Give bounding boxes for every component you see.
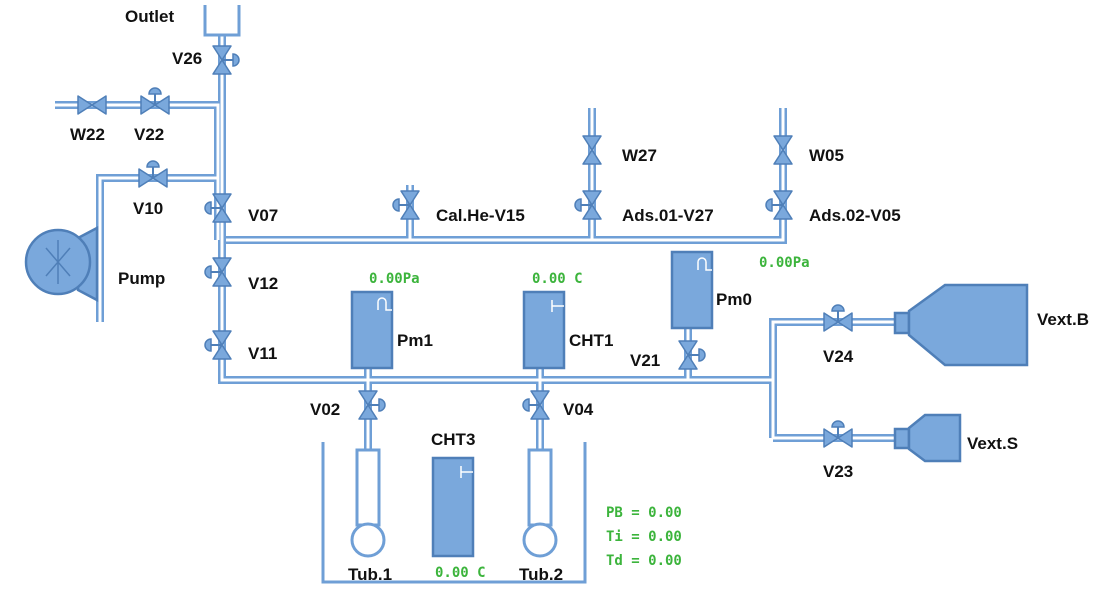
v10-valve-icon[interactable] <box>138 160 168 188</box>
v26-label: V26 <box>172 49 202 68</box>
v05-label: Ads.02-V05 <box>809 206 901 225</box>
outlet-label: Outlet <box>125 7 174 26</box>
v02-label: V02 <box>310 400 340 419</box>
pm0-reading: 0.00Pa <box>759 255 810 271</box>
v26-valve-icon[interactable] <box>212 45 240 75</box>
v27-label: Ads.01-V27 <box>622 206 714 225</box>
pb-reading: PB = 0.00 <box>606 505 682 521</box>
tub1-label: Tub.1 <box>348 565 392 584</box>
pipe <box>769 318 895 438</box>
w05-label: W05 <box>809 146 844 165</box>
w27-valve-icon[interactable] <box>582 135 602 165</box>
valves <box>77 45 853 448</box>
v23-label: V23 <box>823 462 853 481</box>
vext-b-vessel[interactable] <box>893 283 1029 367</box>
v12-label: V12 <box>248 274 278 293</box>
v22-label: V22 <box>134 125 164 144</box>
cht1-thermometer[interactable] <box>522 290 566 370</box>
cht1-label: CHT1 <box>569 331 613 350</box>
v04-valve-icon[interactable] <box>522 390 550 420</box>
pipe-bore <box>771 320 895 438</box>
v04-label: V04 <box>563 400 594 419</box>
pipe-bore <box>220 35 773 382</box>
v11-label: V11 <box>248 344 277 363</box>
vext-s-vessel[interactable] <box>893 413 962 463</box>
v05-valve-icon[interactable] <box>765 190 793 220</box>
pm1-reading: 0.00Pa <box>369 271 420 287</box>
v21-valve-icon[interactable] <box>678 340 706 370</box>
w27-label: W27 <box>622 146 657 165</box>
v23-valve-icon[interactable] <box>823 420 853 448</box>
bath-vessel <box>321 442 587 584</box>
v27-valve-icon[interactable] <box>574 190 602 220</box>
w22-valve-icon[interactable] <box>77 95 107 115</box>
cht3-reading: 0.00 C <box>435 565 486 581</box>
v15-label: Cal.He-V15 <box>436 206 525 225</box>
pump-icon[interactable] <box>24 225 99 303</box>
v12-valve-icon[interactable] <box>204 257 232 287</box>
tube-2[interactable] <box>522 448 558 558</box>
outlet-funnel <box>203 5 241 37</box>
vext-s-label: Vext.S <box>967 434 1018 453</box>
v11-valve-icon[interactable] <box>204 330 232 360</box>
v24-valve-icon[interactable] <box>823 304 853 332</box>
ti-reading: Ti = 0.00 <box>606 529 682 545</box>
cht3-thermometer[interactable] <box>431 456 475 558</box>
tube-1[interactable] <box>350 448 386 558</box>
labels: Outlet V26 W22 V22 V10 V07 Pump V12 V11 … <box>70 7 1089 584</box>
vext-b-label: Vext.B <box>1037 310 1089 329</box>
pump-label: Pump <box>118 269 165 288</box>
v15-valve-icon[interactable] <box>392 190 420 220</box>
pm0-gauge[interactable] <box>670 250 714 330</box>
v10-label: V10 <box>133 199 163 218</box>
td-reading: Td = 0.00 <box>606 553 682 569</box>
v02-valve-icon[interactable] <box>358 390 386 420</box>
v07-label: V07 <box>248 206 278 225</box>
v24-label: V24 <box>823 347 854 366</box>
v21-label: V21 <box>630 351 660 370</box>
v07-valve-icon[interactable] <box>204 193 232 223</box>
tub2-label: Tub.2 <box>519 565 563 584</box>
cht1-reading: 0.00 C <box>532 271 583 287</box>
pm1-gauge[interactable] <box>350 290 394 370</box>
pipe-network <box>55 35 895 450</box>
pipe-bore <box>98 176 218 322</box>
v22-valve-icon[interactable] <box>140 87 170 115</box>
w22-label: W22 <box>70 125 105 144</box>
pm1-label: Pm1 <box>397 331 433 350</box>
pm0-label: Pm0 <box>716 290 752 309</box>
equipment <box>24 5 1029 584</box>
w05-valve-icon[interactable] <box>773 135 793 165</box>
cht3-label: CHT3 <box>431 430 475 449</box>
